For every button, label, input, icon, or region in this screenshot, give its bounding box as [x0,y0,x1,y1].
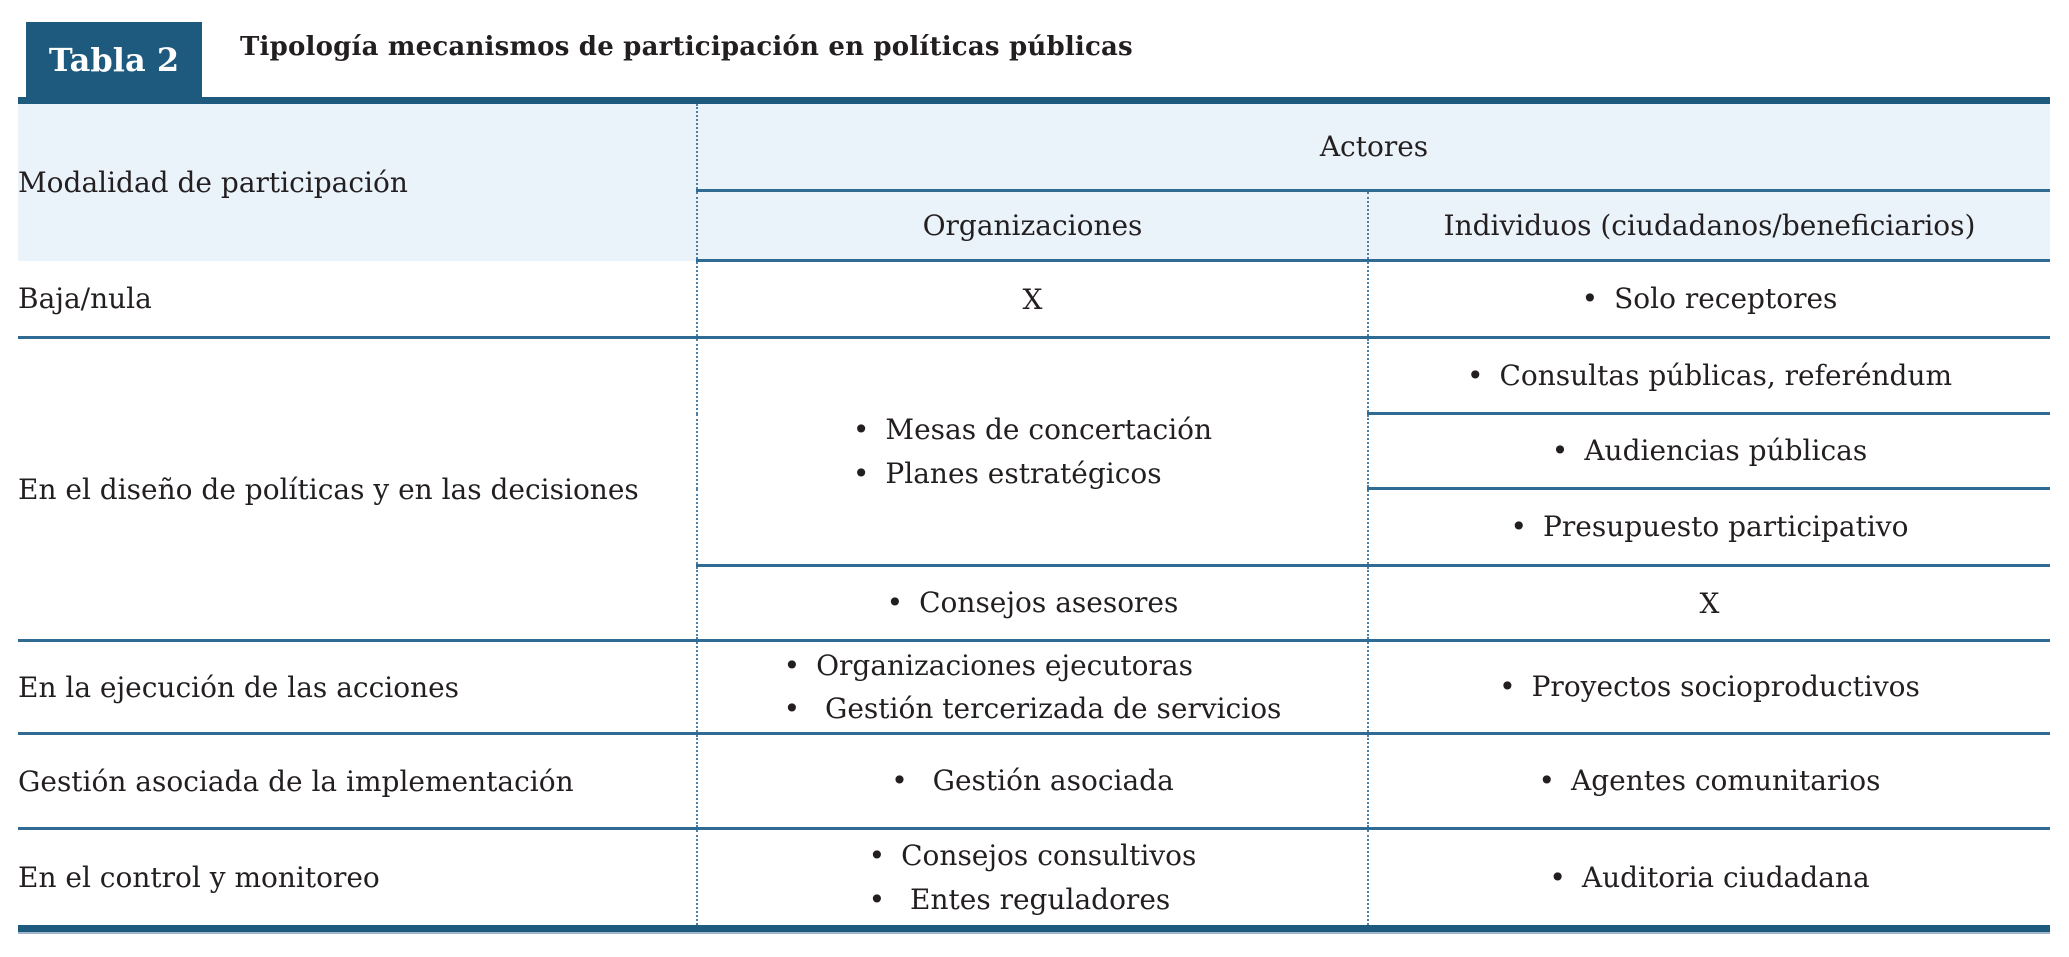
bullet-icon [1511,505,1528,548]
list-item: Presupuesto participativo [1511,505,1909,548]
list-item: Consejos consultivos [869,834,1197,877]
column-header-modalidad: Modalidad de participación [18,100,698,261]
list-item: Consejos asesores [887,581,1179,624]
bullet-icon [869,878,886,921]
column-header-individuos: Individuos (ciudadanos/beneficiarios) [1368,190,2050,262]
bullet-list: Audiencias públicas [1552,429,1867,472]
list-item-label: Organizaciones ejecutoras [816,648,1193,682]
bullet-icon [1549,856,1566,899]
bullet-list: Consultas públicas, referéndum [1467,354,1952,397]
table-row: En la ejecución de las acciones Organiza… [18,640,2050,735]
bullet-list: Consejos consultivos Entes reguladores [869,834,1197,921]
cell-control-organizaciones: Consejos consultivos Entes reguladores [697,828,1369,929]
cell-baja-organizaciones-mark: X [697,260,1369,339]
bullet-icon [784,687,801,730]
bullet-list: Gestión asociada [891,759,1174,802]
table-row: Consejos asesores X [18,565,2050,642]
bullet-list: Auditoria ciudadana [1549,856,1870,899]
list-item-label: Solo receptores [1614,282,1838,316]
list-item-label: Entes reguladores [901,882,1171,916]
list-item: Proyectos socioproductivos [1499,665,1920,708]
bullet-icon [1539,759,1556,802]
list-item-label: Presupuesto participativo [1543,510,1909,544]
list-item-label: Mesas de concertación [885,413,1213,447]
bullet-icon [853,452,870,495]
bullet-icon [1467,354,1484,397]
bullet-icon [784,644,801,687]
bullet-icon [891,759,908,802]
list-item: Solo receptores [1582,277,1838,320]
table-row: Presupuesto participativo [18,488,2050,567]
cell-ejecucion-organizaciones: Organizaciones ejecutoras Gestión tercer… [697,640,1369,735]
table-number-label: Tabla 2 [48,41,180,79]
column-header-organizaciones: Organizaciones [697,190,1369,262]
cell-diseno-individuos-audiencias: Audiencias públicas [1368,413,2050,490]
list-item-label: Gestión tercerizada de servicios [816,692,1282,725]
list-item: Consultas públicas, referéndum [1467,354,1952,397]
bullet-icon [1582,277,1599,320]
cell-baja-individuos: Solo receptores [1368,260,2050,339]
list-item-label: Gestión asociada [923,764,1174,798]
table-number-badge: Tabla 2 [26,22,202,98]
bullet-list: Presupuesto participativo [1511,505,1909,548]
list-item: Organizaciones ejecutoras [784,644,1282,687]
list-item: Mesas de concertación [853,408,1212,451]
list-item-label: Audiencias públicas [1584,434,1868,468]
table-title: Tipología mecanismos de participación en… [240,32,1133,62]
bullet-list: Proyectos socioproductivos [1499,665,1920,708]
cell-diseno-individuos-mark: X [1368,565,2050,642]
cell-ejecucion-individuos: Proyectos socioproductivos [1368,640,2050,735]
bullet-list: Consejos asesores [887,581,1179,624]
list-item-label: Consultas públicas, referéndum [1499,358,1953,392]
table-row: En el control y monitoreo Consejos consu… [18,828,2050,929]
bullet-list: Organizaciones ejecutoras Gestión tercer… [784,644,1282,731]
cell-modalidad-baja: Baja/nula [18,260,698,339]
cell-modalidad-gestion: Gestión asociada de la implementación [18,733,698,830]
table-row: Audiencias públicas [18,413,2050,490]
cell-gestion-individuos: Agentes comunitarios [1368,733,2050,830]
list-item-label: Auditoria ciudadana [1581,860,1870,894]
list-item-label: Consejos asesores [919,586,1179,620]
list-item: Auditoria ciudadana [1549,856,1870,899]
list-item: Audiencias públicas [1552,429,1867,472]
bullet-icon [869,834,886,877]
cell-control-individuos: Auditoria ciudadana [1368,828,2050,929]
cell-gestion-organizaciones: Gestión asociada [697,733,1369,830]
list-item-label: Consejos consultivos [901,839,1197,873]
bullet-icon [853,408,870,451]
list-item: Entes reguladores [869,878,1197,921]
table-row: En el diseño de políticas y en las decis… [18,337,2050,642]
bullet-icon [1552,429,1569,472]
column-group-header-actores: Actores [697,100,2050,192]
cell-modalidad-ejecucion: En la ejecución de las acciones [18,640,698,735]
bullet-list: Agentes comunitarios [1539,759,1881,802]
cell-diseno-individuos-presupuesto: Presupuesto participativo [1368,488,2050,567]
bullet-icon [887,581,904,624]
list-item: Gestión asociada [891,759,1174,802]
table-row: Baja/nula X Solo receptores [18,260,2050,339]
cell-diseno-organizaciones-consejos: Consejos asesores [697,565,1369,642]
list-item: Agentes comunitarios [1539,759,1881,802]
cell-modalidad-control: En el control y monitoreo [18,828,698,929]
table-row: Gestión asociada de la implementación Ge… [18,733,2050,830]
list-item-label: Planes estratégicos [885,456,1162,490]
list-item-label: Proyectos socioproductivos [1531,670,1920,704]
list-item: Planes estratégicos [853,452,1212,495]
bullet-icon [1499,665,1516,708]
list-item: Gestión tercerizada de servicios [784,687,1282,730]
cell-diseno-individuos-consultas: Consultas públicas, referéndum [1368,337,2050,415]
bullet-list: Solo receptores [1582,277,1838,320]
participation-table: Modalidad de participación Actores Organ… [18,97,2050,932]
cell-diseno-organizaciones: Mesas de concertación Planes estratégico… [697,337,1369,567]
cell-modalidad-diseno: En el diseño de políticas y en las decis… [18,337,698,642]
bullet-list: Mesas de concertación Planes estratégico… [853,408,1212,495]
list-item-label: Agentes comunitarios [1571,764,1881,798]
